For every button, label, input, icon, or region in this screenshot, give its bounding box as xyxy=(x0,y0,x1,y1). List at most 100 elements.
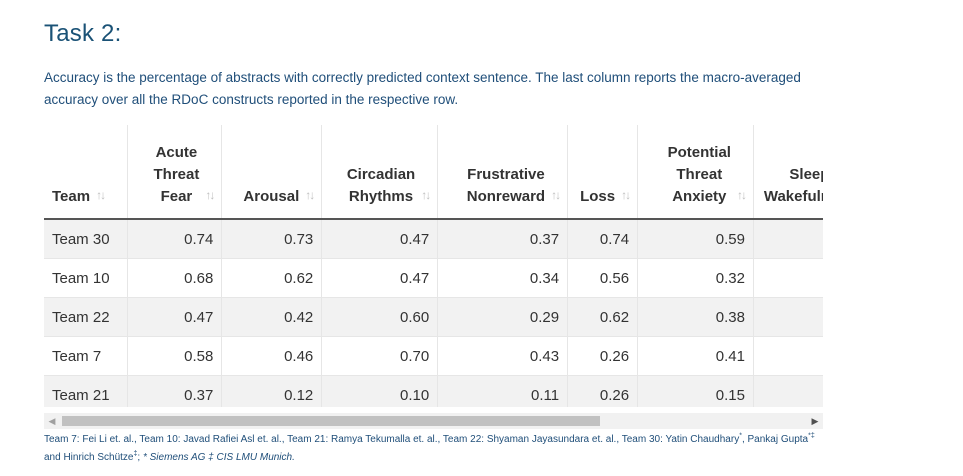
table-row: Team 22 0.47 0.42 0.60 0.29 0.62 0.38 xyxy=(44,297,823,337)
accuracy-cell: 0.74 xyxy=(127,219,223,259)
accuracy-cell: 0.59 xyxy=(637,219,754,259)
team-cell: Team 10 xyxy=(44,258,129,298)
column-header-sleep-wakefulness[interactable]: Sleep Wakefulness xyxy=(753,125,823,220)
accuracy-cell: 0.47 xyxy=(321,219,439,259)
table-row: Team 7 0.58 0.46 0.70 0.43 0.26 0.41 xyxy=(44,336,823,376)
accuracy-cell: 0.15 xyxy=(637,375,754,407)
accuracy-cell: 0.70 xyxy=(321,336,439,376)
column-header-label: Acute Threat Fear xyxy=(154,142,200,208)
sort-icon[interactable]: ↑↓ xyxy=(205,188,215,202)
accuracy-cell: 0.10 xyxy=(321,375,439,407)
table-body: Team 30 0.74 0.73 0.47 0.37 0.74 0.59 Team 10 0.… xyxy=(44,219,823,407)
accuracy-cell xyxy=(753,297,823,337)
column-header-label-line: Nonreward xyxy=(466,188,546,205)
accuracy-cell: 0.37 xyxy=(127,375,223,407)
accuracy-cell: 0.32 xyxy=(637,258,754,298)
table-row: Team 30 0.74 0.73 0.47 0.37 0.74 0.59 xyxy=(44,219,823,259)
accuracy-cell: 0.58 xyxy=(127,336,223,376)
column-header-label: Frustrative Nonreward xyxy=(467,164,545,208)
accuracy-cell: 0.73 xyxy=(221,219,323,259)
column-header-team[interactable]: Team ↑↓ xyxy=(44,125,129,220)
column-header-label: Circadian Rhythms xyxy=(347,164,415,208)
footnote-text: , Pankaj Gupta xyxy=(741,434,809,445)
column-header-acute-threat-fear[interactable]: Acute Threat Fear ↑↓ xyxy=(127,125,223,220)
column-header-label-line: Team xyxy=(52,188,91,205)
column-header-potential-threat-anxiety[interactable]: Potential Threat Anxiety ↑↓ xyxy=(637,125,754,220)
accuracy-cell: 0.62 xyxy=(221,258,323,298)
accuracy-cell: 0.26 xyxy=(567,375,639,407)
table-row: Team 10 0.68 0.62 0.47 0.34 0.56 0.32 xyxy=(44,258,823,298)
accuracy-cell xyxy=(753,219,823,259)
sort-icon[interactable]: ↑↓ xyxy=(551,188,561,202)
footnote-text: ; xyxy=(137,452,143,463)
footnote-text: and Hinrich Schütze xyxy=(44,452,134,463)
accuracy-cell: 0.60 xyxy=(321,297,439,337)
accuracy-cell: 0.42 xyxy=(221,297,323,337)
accuracy-cell: 0.68 xyxy=(127,258,223,298)
column-header-label-line: Threat xyxy=(676,166,723,183)
column-header-label-line: Wakefulness xyxy=(763,188,823,205)
horizontal-scrollbar[interactable]: ◀ ▶ xyxy=(44,413,823,429)
column-header-label-line: Arousal xyxy=(243,188,300,205)
results-table-container: Team ↑↓ Acute Threat Fear ↑↓ Arousal ↑↓ Circadia… xyxy=(44,125,823,407)
accuracy-cell: 0.11 xyxy=(437,375,569,407)
sort-icon[interactable]: ↑↓ xyxy=(736,188,747,202)
sort-icon[interactable]: ↑↓ xyxy=(305,188,315,202)
accuracy-cell: 0.29 xyxy=(437,297,569,337)
accuracy-cell: 0.38 xyxy=(637,297,754,337)
footnote-mark: * xyxy=(739,432,742,440)
results-table: Team ↑↓ Acute Threat Fear ↑↓ Arousal ↑↓ Circadia… xyxy=(44,125,823,407)
accuracy-cell: 0.12 xyxy=(221,375,323,407)
footnote-text: Team 7: Fei Li et. al., Team 10: Javad R… xyxy=(44,434,740,445)
accuracy-cell: 0.43 xyxy=(437,336,569,376)
table-footnote: Team 7: Fei Li et. al., Team 10: Javad R… xyxy=(44,431,824,467)
accuracy-cell xyxy=(753,258,823,298)
accuracy-cell: 0.62 xyxy=(567,297,639,337)
column-header-label-line: Circadian xyxy=(346,166,416,183)
column-header-frustrative-nonreward[interactable]: Frustrative Nonreward ↑↓ xyxy=(437,125,569,220)
column-header-arousal[interactable]: Arousal ↑↓ xyxy=(221,125,323,220)
footnote-affiliations: * Siemens AG ‡ CIS LMU Munich. xyxy=(142,452,295,463)
accuracy-cell: 0.47 xyxy=(321,258,439,298)
accuracy-cell: 0.37 xyxy=(437,219,569,259)
table-row: Team 21 0.37 0.12 0.10 0.11 0.26 0.15 xyxy=(44,375,823,407)
accuracy-cell: 0.56 xyxy=(567,258,639,298)
accuracy-cell: 0.34 xyxy=(437,258,569,298)
scroll-left-arrow-icon[interactable]: ◀ xyxy=(48,416,56,426)
team-cell: Team 22 xyxy=(44,297,129,337)
accuracy-cell: 0.46 xyxy=(221,336,323,376)
column-header-loss[interactable]: Loss ↑↓ xyxy=(567,125,639,220)
accuracy-cell: 0.47 xyxy=(127,297,223,337)
footnote-mark: ‡ xyxy=(133,450,138,458)
column-header-label: Sleep Wakefulness xyxy=(764,164,823,208)
column-header-label-line: Rhythms xyxy=(348,188,414,205)
table-header-row: Team ↑↓ Acute Threat Fear ↑↓ Arousal ↑↓ Circadia… xyxy=(44,125,823,220)
column-header-label-line: Potential xyxy=(667,144,731,161)
page-title: Task 2: xyxy=(44,20,122,47)
sort-icon[interactable]: ↑↓ xyxy=(421,188,431,202)
table-description: Accuracy is the percentage of abstracts … xyxy=(44,70,801,107)
accuracy-cell: 0.26 xyxy=(567,336,639,376)
column-header-label-line: Anxiety xyxy=(672,188,727,205)
column-header-label: Team xyxy=(52,186,90,208)
sort-icon[interactable]: ↑↓ xyxy=(96,188,106,202)
column-header-label-line: Fear xyxy=(160,188,193,205)
column-header-label-line: Threat xyxy=(153,166,200,183)
sort-icon[interactable]: ↑↓ xyxy=(621,188,631,202)
accuracy-cell xyxy=(753,336,823,376)
accuracy-cell: 0.74 xyxy=(567,219,639,259)
column-header-label-line: Sleep xyxy=(789,166,823,183)
accuracy-cell xyxy=(753,375,823,407)
footnote-mark: *‡ xyxy=(808,432,815,440)
column-header-circadian-rhythms[interactable]: Circadian Rhythms ↑↓ xyxy=(321,125,439,220)
team-cell: Team 30 xyxy=(44,219,129,259)
column-header-label: Potential Threat Anxiety xyxy=(668,142,731,208)
column-header-label: Arousal xyxy=(243,186,299,208)
scrollbar-thumb[interactable] xyxy=(62,416,600,426)
column-header-label: Loss xyxy=(580,186,615,208)
column-header-label-line: Frustrative xyxy=(467,166,545,183)
team-cell: Team 21 xyxy=(44,375,129,407)
column-header-label-line: Loss xyxy=(580,188,616,205)
scroll-right-arrow-icon[interactable]: ▶ xyxy=(811,416,819,426)
team-cell: Team 7 xyxy=(44,336,129,376)
